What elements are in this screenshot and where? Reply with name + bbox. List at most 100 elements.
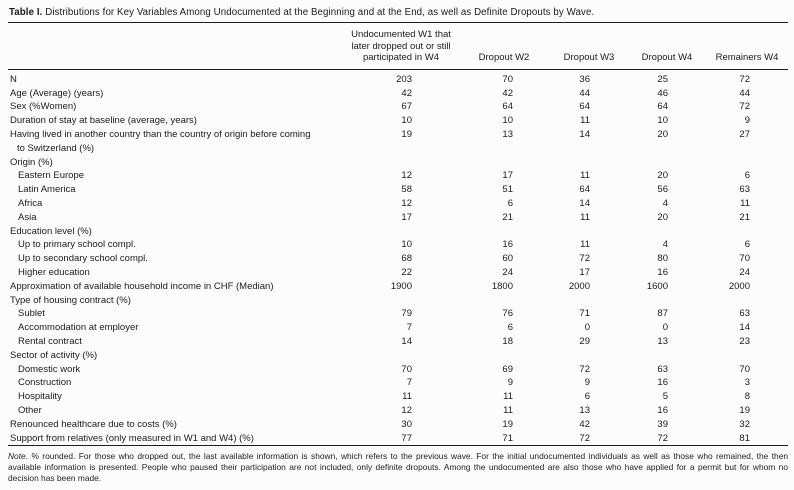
row-label: Sex (%Women) [10, 101, 77, 113]
cell-value: 24 [502, 266, 513, 278]
cell-value: 6 [507, 322, 513, 334]
cell-value: 36 [579, 73, 590, 85]
header-row: Undocumented W1 that later dropped out o… [8, 22, 788, 70]
row-label: Education level (%) [10, 225, 92, 237]
cell-value: 71 [502, 432, 513, 444]
row-label: Hospitality [18, 391, 62, 403]
cell-value: 71 [579, 308, 590, 320]
cell-value: 81 [739, 432, 750, 444]
cell-value: 42 [401, 87, 412, 99]
cell-value: 10 [401, 239, 412, 251]
cell-value: 14 [401, 335, 412, 347]
cell-value: 72 [579, 363, 590, 375]
table-row: Duration of stay at baseline (average, y… [8, 114, 788, 128]
cell-value: 10 [401, 115, 412, 127]
cell-value: 16 [657, 404, 668, 416]
row-label: Domestic work [18, 363, 81, 375]
cell-value: 2000 [568, 280, 590, 292]
cell-value: 11 [503, 404, 513, 416]
cell-value: 13 [657, 335, 668, 347]
column-header-dropout-w3: Dropout W3 [550, 22, 628, 70]
table-row: Eastern Europe 12 17 11 20 6 [8, 169, 788, 183]
table-row: Hospitality 11 11 6 5 8 [8, 390, 788, 404]
cell-value: 6 [584, 391, 590, 403]
cell-value: 4 [662, 197, 668, 209]
table-caption: Distributions for Key Variables Among Un… [45, 7, 595, 18]
cell-value: 22 [401, 266, 412, 278]
cell-value [458, 225, 550, 239]
cell-value: 70 [739, 363, 750, 375]
cell-value: 6 [507, 197, 513, 209]
cell-value: 42 [502, 87, 513, 99]
cell-value: 77 [401, 432, 412, 444]
cell-value [344, 156, 458, 170]
cell-value: 21 [739, 211, 750, 223]
table-row: N 203 70 36 25 72 [8, 69, 788, 86]
cell-value: 46 [657, 87, 668, 99]
cell-value: 1600 [646, 280, 668, 292]
cell-value [706, 294, 788, 308]
row-label: Sublet [18, 308, 45, 320]
table-title: Table I. Distributions for Key Variables… [9, 7, 788, 19]
cell-value: 6 [744, 239, 750, 251]
cell-value: 11 [503, 391, 513, 403]
cell-value: 8 [744, 391, 750, 403]
cell-value: 67 [401, 101, 412, 113]
row-label: Sector of activity (%) [10, 349, 98, 361]
cell-value: 20 [657, 128, 668, 140]
cell-value: 12 [401, 197, 412, 209]
cell-value: 29 [579, 335, 590, 347]
row-label: Up to primary school compl. [18, 239, 136, 251]
cell-value: 80 [657, 253, 668, 265]
cell-value: 44 [739, 87, 750, 99]
table-row: Latin America 58 51 64 56 63 [8, 183, 788, 197]
cell-value: 64 [579, 184, 590, 196]
cell-value [550, 225, 628, 239]
cell-value: 64 [502, 101, 513, 113]
table-row: Renounced healthcare due to costs (%) 30 1… [8, 418, 788, 432]
cell-value: 13 [502, 128, 513, 140]
cell-value: 203 [396, 73, 412, 85]
cell-value [628, 349, 706, 363]
cell-value: 12 [401, 404, 412, 416]
cell-value: 9 [507, 377, 513, 389]
cell-value: 17 [502, 170, 513, 182]
table-row: Approximation of available household inc… [8, 280, 788, 294]
cell-value: 11 [580, 170, 590, 182]
table-number: Table I. [9, 7, 43, 18]
table-row: Origin (%) [8, 156, 788, 170]
row-label: Asia [18, 211, 37, 223]
cell-value: 11 [740, 197, 750, 209]
cell-value: 72 [657, 432, 668, 444]
table-row: Sector of activity (%) [8, 349, 788, 363]
cell-value: 56 [657, 184, 668, 196]
cell-value: 4 [662, 239, 668, 251]
table-row: Up to secondary school compl. 68 60 72 80 70 [8, 252, 788, 266]
cell-value: 16 [657, 377, 668, 389]
cell-value: 58 [401, 184, 412, 196]
cell-value: 1800 [491, 280, 513, 292]
note-text: % rounded. For those who dropped out, th… [8, 451, 789, 483]
cell-value [628, 225, 706, 239]
cell-value [458, 294, 550, 308]
cell-value: 0 [584, 322, 590, 334]
cell-value: 19 [739, 404, 750, 416]
cell-value: 5 [662, 391, 668, 403]
cell-value [706, 225, 788, 239]
row-label: Rental contract [18, 335, 82, 347]
cell-value: 70 [401, 363, 412, 375]
cell-value: 7 [406, 322, 412, 334]
note-label: Note. [8, 451, 29, 462]
table-row: Sublet 79 76 71 87 63 [8, 307, 788, 321]
cell-value: 72 [579, 253, 590, 265]
cell-value: 3 [744, 377, 750, 389]
cell-value: 39 [657, 418, 668, 430]
cell-value: 11 [580, 211, 590, 223]
table-row: Type of housing contract (%) [8, 294, 788, 308]
cell-value [344, 294, 458, 308]
cell-value: 23 [739, 335, 750, 347]
cell-value: 1900 [390, 280, 412, 292]
cell-value: 24 [739, 266, 750, 278]
cell-value: 32 [739, 418, 750, 430]
cell-value: 19 [401, 128, 412, 140]
